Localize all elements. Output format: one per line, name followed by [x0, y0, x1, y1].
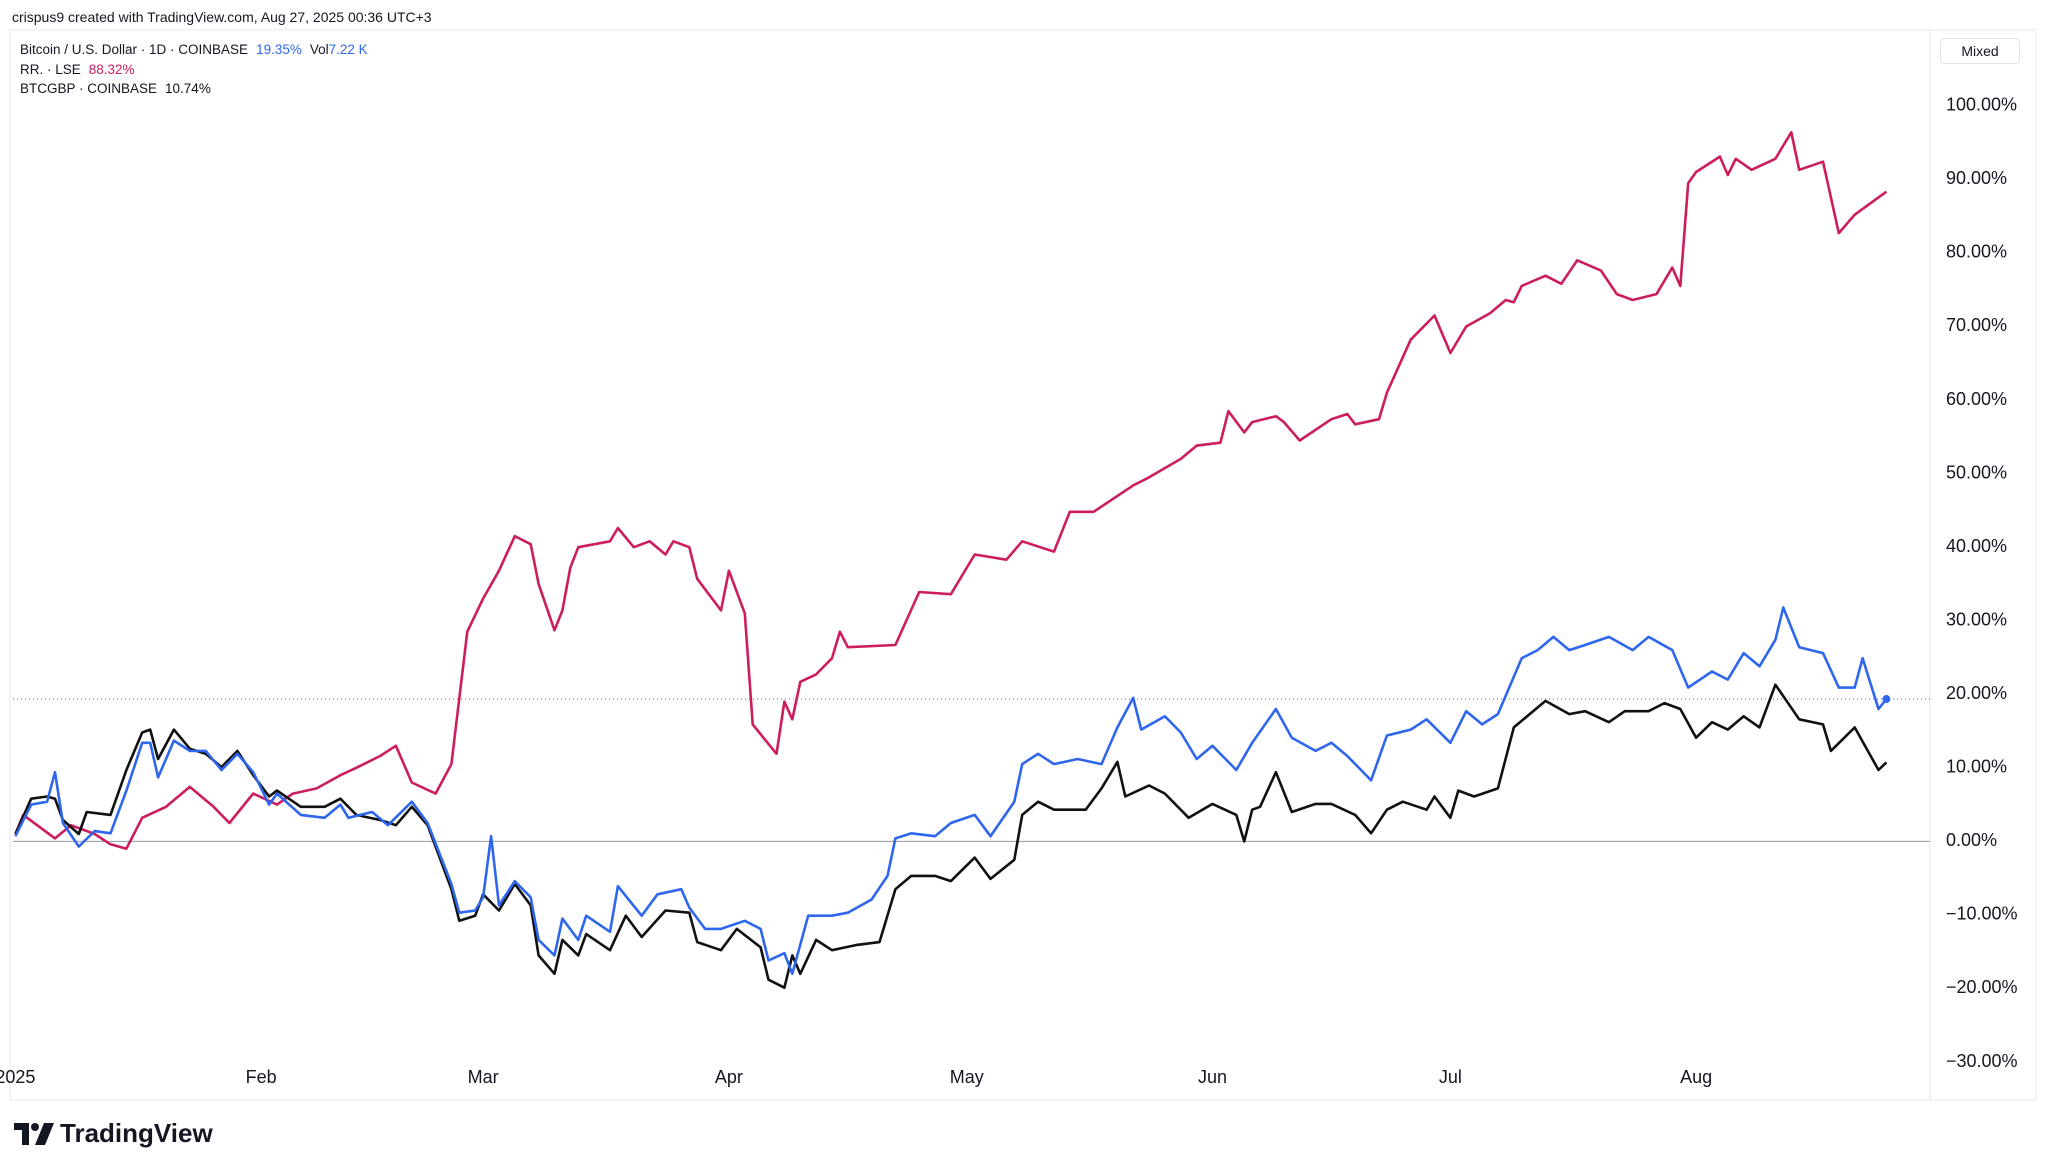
series-line — [14, 131, 1888, 850]
last-point — [1882, 695, 1891, 704]
logo-text: TradingView — [60, 1118, 213, 1148]
legend-name: BTCGBP · COINBASE — [20, 81, 158, 96]
series-line — [14, 606, 1888, 976]
x-tick-label: May — [950, 1067, 984, 1087]
x-tick-label: Aug — [1680, 1067, 1712, 1087]
y-tick-label: 90.00% — [1946, 168, 2007, 188]
volume-label: Vol — [309, 42, 329, 57]
legend-row: Bitcoin / U.S. Dollar · 1D · COINBASE 19.… — [20, 40, 368, 60]
logo-icon — [14, 1122, 54, 1145]
x-tick-label: Apr — [715, 1067, 743, 1087]
legend-value: 19.35% — [256, 42, 302, 57]
x-tick-label: Jul — [1439, 1067, 1462, 1087]
x-tick-label: Feb — [246, 1067, 277, 1087]
logo: TradingView — [14, 1118, 213, 1149]
legend: Bitcoin / U.S. Dollar · 1D · COINBASE 19.… — [20, 40, 368, 99]
chart-frame — [9, 29, 2037, 1101]
mode-button[interactable]: Mixed — [1940, 38, 2020, 64]
y-tick-label: −20.00% — [1946, 977, 2018, 997]
x-tick-label: Jun — [1198, 1067, 1227, 1087]
y-tick-label: 30.00% — [1946, 609, 2007, 629]
y-tick-label: −30.00% — [1946, 1051, 2018, 1071]
legend-value: 10.74% — [165, 81, 211, 96]
y-tick-label: −10.00% — [1946, 904, 2018, 924]
x-tick-label: 2025 — [0, 1067, 35, 1087]
y-tick-label: 50.00% — [1946, 462, 2007, 482]
attribution: crispus9 created with TradingView.com, A… — [12, 9, 432, 25]
x-tick-label: Mar — [468, 1067, 499, 1087]
legend-row: BTCGBP · COINBASE 10.74% — [20, 79, 368, 99]
y-tick-label: 100.00% — [1946, 95, 2017, 115]
y-tick-label: 70.00% — [1946, 315, 2007, 335]
y-tick-label: 0.00% — [1946, 830, 1997, 850]
y-tick-label: 10.00% — [1946, 757, 2007, 777]
legend-value: 88.32% — [88, 61, 135, 77]
legend-name: RR. · LSE — [20, 61, 81, 77]
y-tick-label: 20.00% — [1946, 683, 2007, 703]
y-tick-label: 60.00% — [1946, 389, 2007, 409]
volume-value: 7.22 K — [328, 42, 368, 57]
series-line — [14, 683, 1888, 989]
legend-name: Bitcoin / U.S. Dollar · 1D · COINBASE — [20, 42, 249, 57]
legend-row: RR. · LSE 88.32% — [20, 60, 368, 80]
y-tick-label: 40.00% — [1946, 536, 2007, 556]
y-tick-label: 80.00% — [1946, 242, 2007, 262]
